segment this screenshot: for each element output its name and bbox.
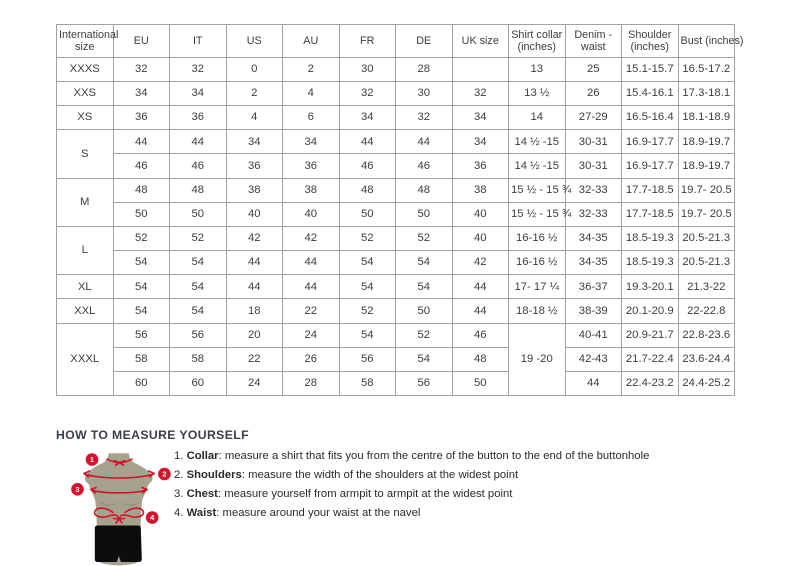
svg-text:3: 3 — [75, 485, 79, 494]
svg-text:2: 2 — [162, 470, 166, 479]
svg-text:1: 1 — [90, 455, 94, 464]
